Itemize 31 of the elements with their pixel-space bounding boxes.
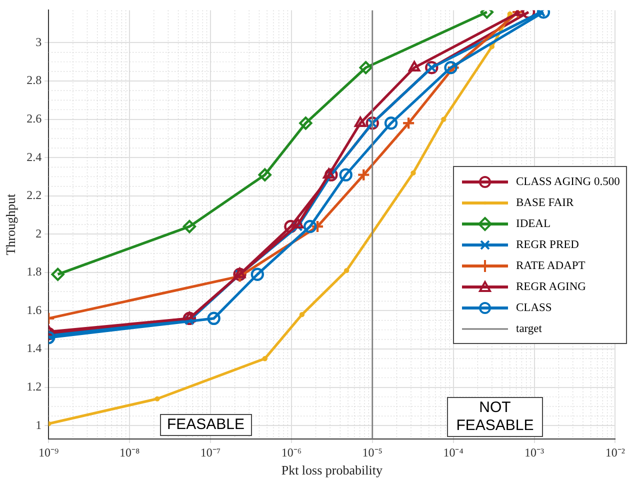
x-tick-label: 10⁻⁹	[38, 445, 59, 460]
y-tick-label: 1.2	[26, 379, 42, 394]
y-tick-label: 1.6	[26, 302, 42, 317]
y-tick-label: 2	[36, 226, 42, 240]
x-tick-label: 10⁻³	[524, 445, 544, 460]
y-tick-label: 1.8	[26, 264, 42, 279]
x-axis-title: Pkt loss probability	[281, 462, 383, 478]
y-tick-label: 2.4	[26, 150, 42, 164]
legend-label: CLASS AGING 0.500	[516, 176, 620, 188]
annotation: NOT FEASABLE	[447, 397, 543, 437]
y-tick-label: 2.2	[26, 188, 42, 202]
annotation: FEASABLE	[160, 414, 252, 436]
x-tick-label: 10⁻⁴	[443, 445, 464, 460]
y-tick-label: 3	[36, 34, 42, 49]
y-tick-label: 1	[36, 418, 42, 432]
y-axis-title: Throughput	[3, 194, 18, 256]
legend-label: REGR PRED	[516, 238, 579, 250]
legend-label: RATE ADAPT	[516, 260, 586, 272]
x-tick-label: 10⁻⁶	[281, 445, 302, 460]
x-tick-label: 10⁻⁷	[200, 445, 221, 460]
legend-label: BASE FAIR	[516, 196, 574, 208]
legend-label: target	[516, 322, 542, 334]
x-tick-label: 10⁻⁸	[119, 445, 140, 460]
x-tick-label: 10⁻²	[605, 445, 626, 460]
y-tick-label: 2.8	[26, 73, 42, 88]
legend-label: REGR AGING	[516, 280, 586, 292]
y-tick-label: 1.4	[26, 341, 42, 356]
legend-label: IDEAL	[516, 218, 550, 230]
x-tick-label: 10⁻⁵	[362, 445, 382, 460]
y-tick-label: 2.6	[26, 111, 42, 126]
legend-label: CLASS	[516, 302, 552, 314]
